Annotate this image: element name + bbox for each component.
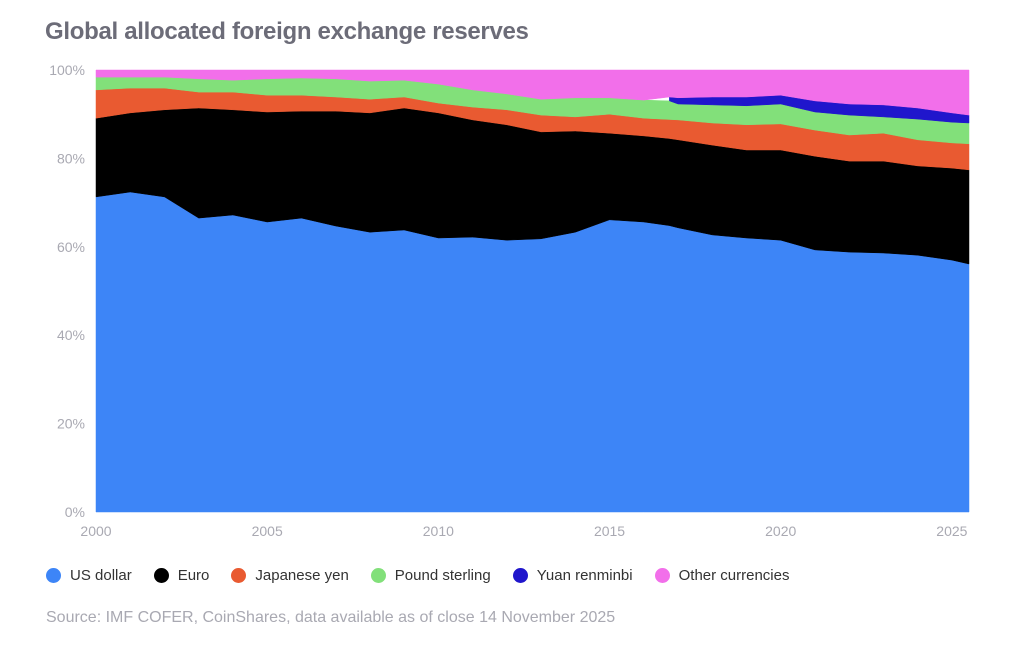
x-tick-label: 2010 [423,523,454,539]
legend-swatch [654,568,670,583]
legend-item: Pound sterling [370,567,491,584]
y-tick-label: 20% [57,416,85,432]
legend-label: Euro [177,567,210,584]
y-tick-label: 80% [57,150,85,166]
x-tick-label: 2025 [936,523,967,539]
x-tick-label: 2015 [594,523,625,539]
y-tick-label: 40% [57,327,85,343]
chart-title: Global allocated foreign exchange reserv… [45,18,529,45]
legend-item: Euro [153,567,210,584]
legend-label: US dollar [70,567,132,584]
source-note: Source: IMF COFER, CoinShares, data avai… [46,609,616,626]
legend-label: Japanese yen [255,567,349,584]
legend-item: Yuan renminbi [512,567,633,584]
legend-item: Other currencies [654,567,790,584]
legend-label: Pound sterling [394,567,491,584]
x-tick-label: 2000 [80,523,111,539]
legend-swatch [153,568,169,583]
y-tick-label: 60% [57,239,85,255]
x-tick-label: 2005 [252,523,283,539]
legend-item: Japanese yen [231,567,349,584]
legend-swatch [46,568,61,583]
x-tick-label: 2020 [765,523,796,539]
y-tick-label: 0% [65,504,85,520]
legend: US dollar Euro Japanese yen Pound sterling Y… [46,567,811,584]
area-other-currencies [95,69,970,116]
legend-item: US dollar [46,567,132,584]
legend-label: Other currencies [678,567,790,584]
legend-swatch [370,568,386,583]
legend-swatch [512,568,528,583]
legend-label: Yuan renminbi [536,567,633,584]
y-tick-label: 100% [49,62,85,78]
legend-swatch [231,568,247,583]
